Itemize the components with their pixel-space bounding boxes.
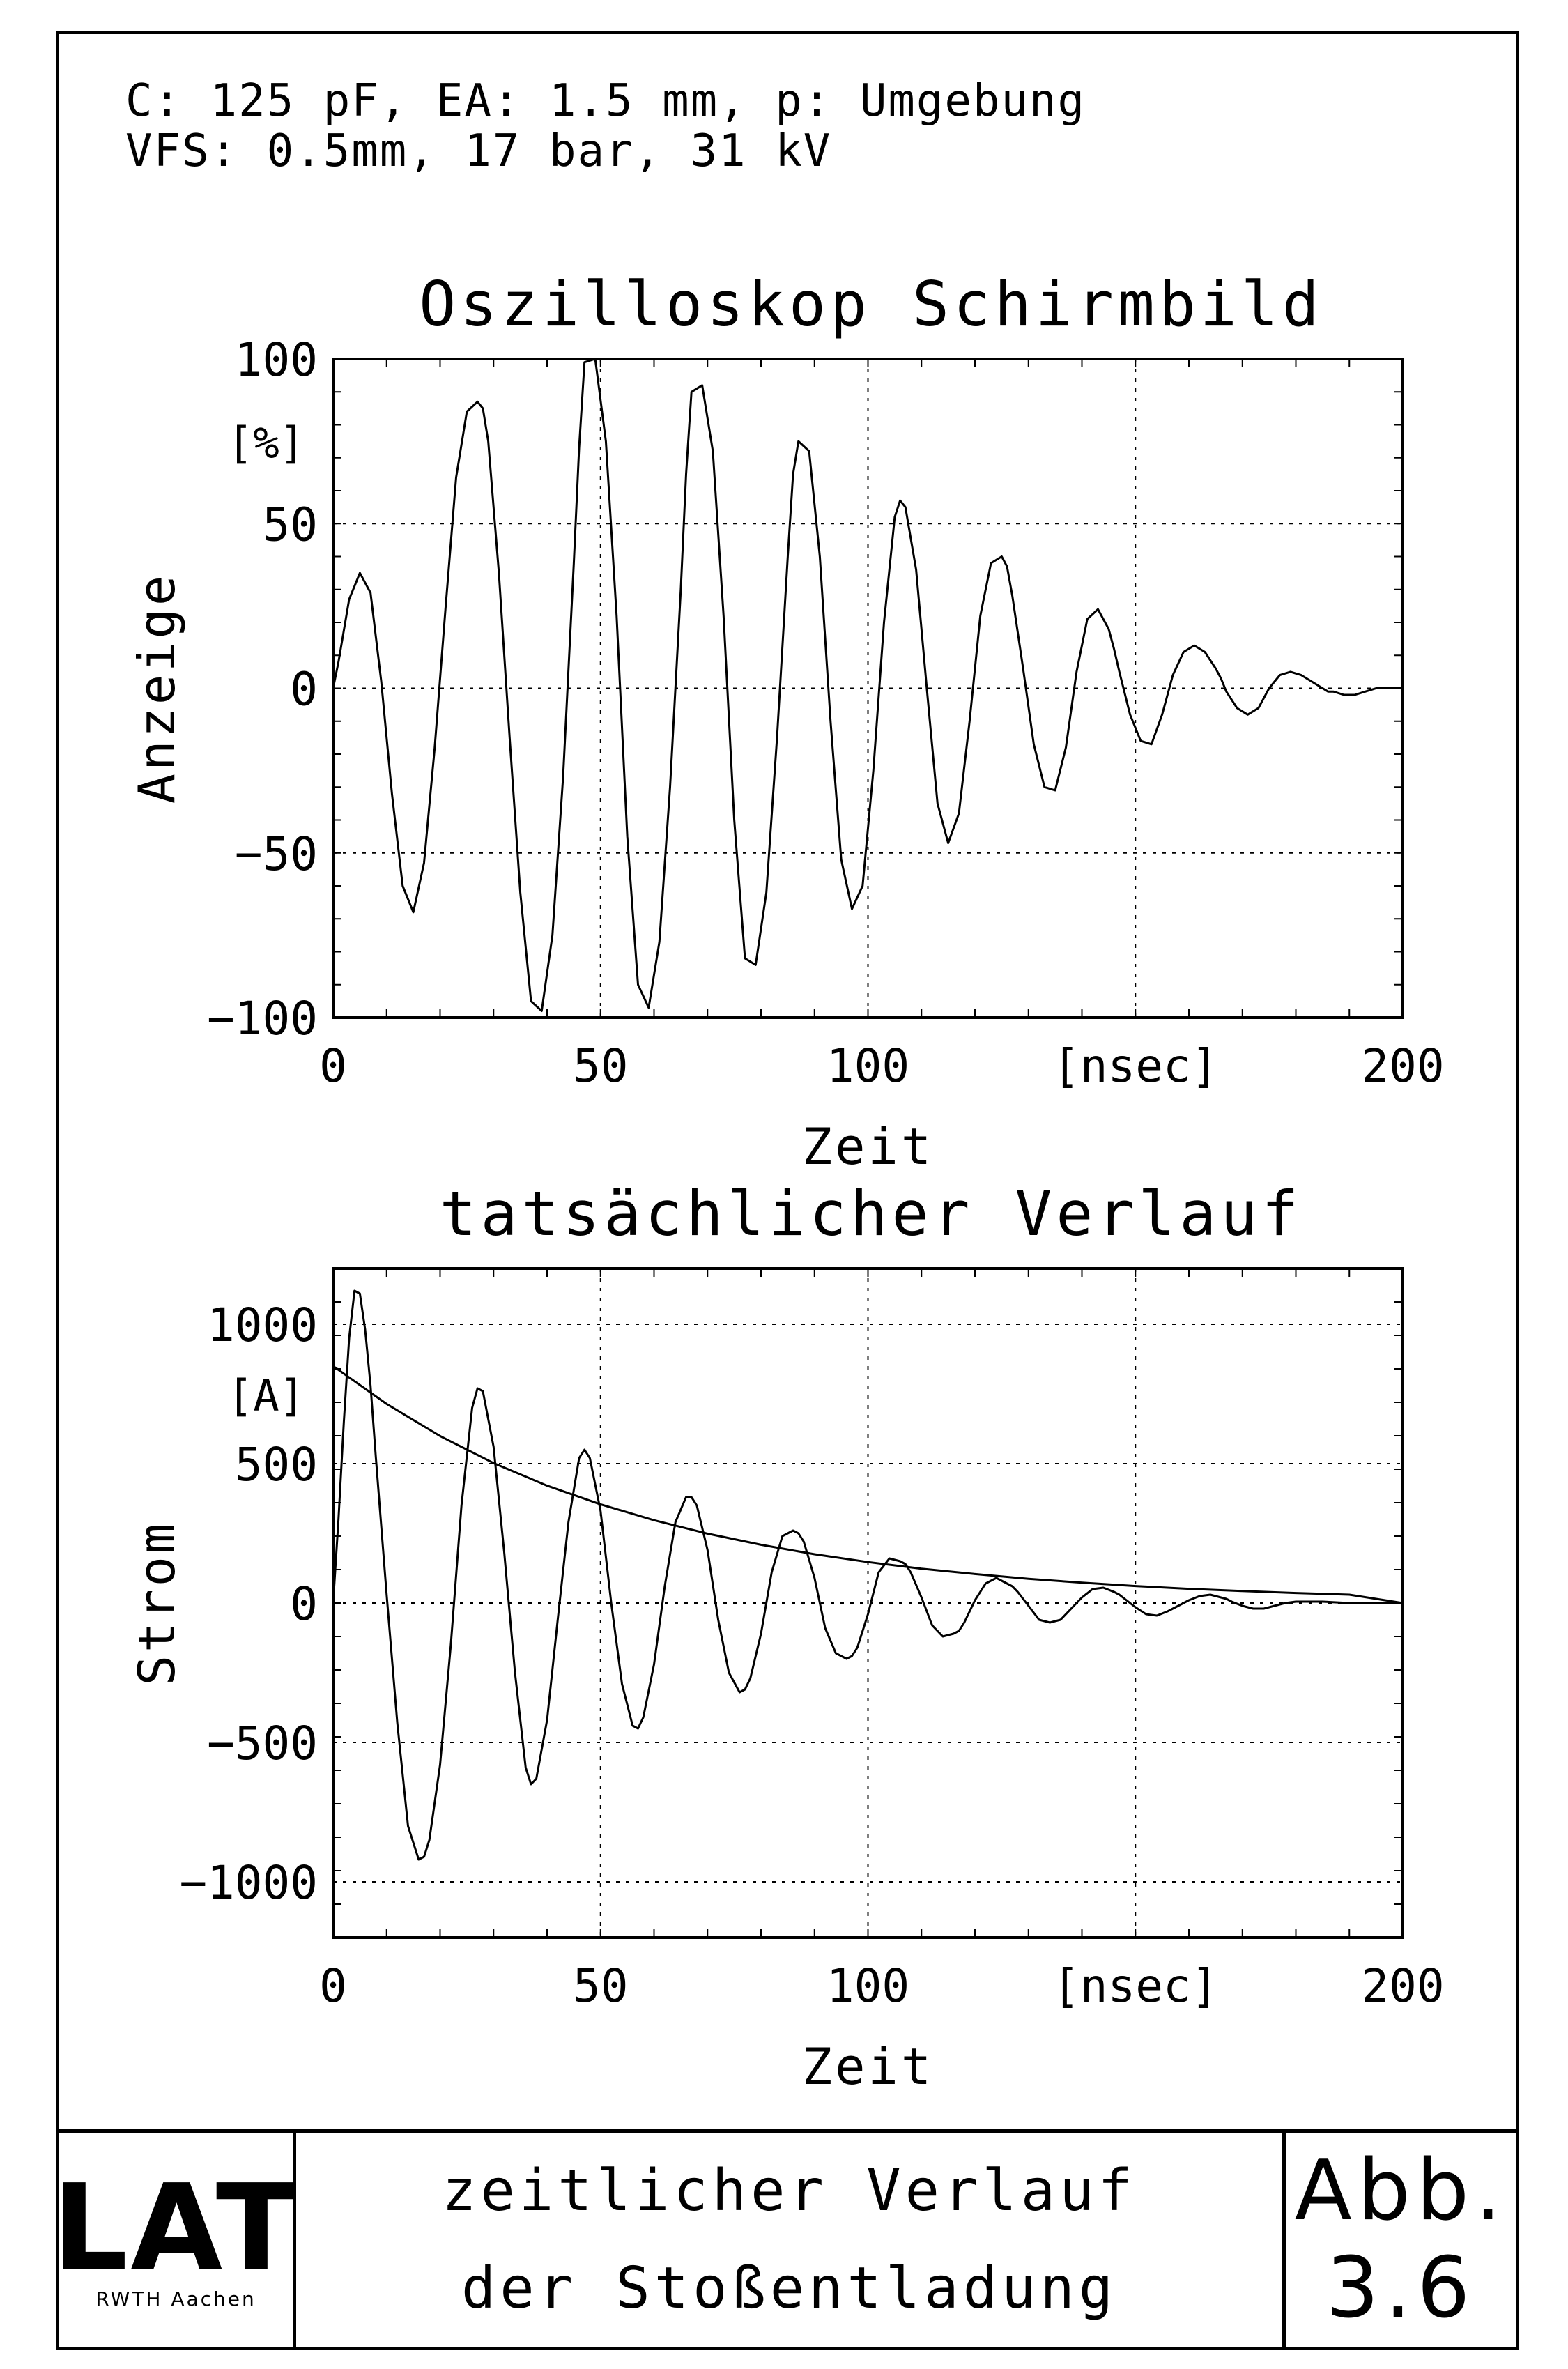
current-chart: 0 50 100 [nsec] 200 −1000 −500 0 500 1000 [A] Zeit S… <box>128 1267 1445 2091</box>
parameter-line-2: VFS: 0.5mm, 17 bar, 31 kV <box>125 125 832 177</box>
top-y-unit: [%] <box>227 417 305 468</box>
top-xtick-label-0: 0 <box>319 1039 347 1093</box>
top-xtick-label-1: 50 <box>573 1039 628 1093</box>
top-ytick-label-3: 50 <box>263 498 318 551</box>
bottom-xtick-label-1: 50 <box>573 1959 628 2013</box>
footer-bar <box>56 2129 1519 2350</box>
bottom-ytick-label-3: 500 <box>235 1438 318 1492</box>
figure-label: Abb. <box>1294 2142 1507 2239</box>
bottom-series-line-1 <box>332 1365 1404 1604</box>
top-xtick-label-4: 200 <box>1361 1039 1444 1093</box>
top-series-line-0 <box>332 358 1403 1012</box>
bottom-y-unit: [A] <box>227 1370 305 1421</box>
top-xtick-label-3: [nsec] <box>1052 1039 1218 1093</box>
bottom-y-axis-label: Strom <box>128 1521 186 1686</box>
top-ytick-label-2: 0 <box>290 663 318 716</box>
top-x-axis-label: Zeit <box>802 1117 934 1176</box>
bottom-series-line-0 <box>332 1289 1403 1861</box>
top-xtick-label-2: 100 <box>827 1039 909 1093</box>
bottom-ytick-label-1: −500 <box>207 1717 318 1770</box>
figure-number-box: Abb. 3.6 <box>1286 2133 1516 2347</box>
top-ytick-label-4: 100 <box>235 333 318 387</box>
bottom-ytick-label-0: −1000 <box>179 1856 318 1910</box>
parameter-line-1: C: 125 pF, EA: 1.5 mm, p: Umgebung <box>125 75 1086 127</box>
bottom-xtick-label-3: [nsec] <box>1052 1959 1218 2013</box>
top-y-axis-label: Anzeige <box>128 573 186 804</box>
top-ytick-label-0: −100 <box>207 992 318 1045</box>
bottom-ytick-label-4: 1000 <box>207 1298 318 1352</box>
top-plot-title: Oszilloskop Schirmbild <box>419 268 1323 340</box>
logo-subtitle: RWTH Aachen <box>95 2287 256 2310</box>
top-ytick-label-1: −50 <box>235 827 318 881</box>
bottom-xtick-label-2: 100 <box>827 1959 909 2013</box>
outer-border <box>56 31 1519 2350</box>
bottom-ytick-label-2: 0 <box>290 1577 318 1631</box>
bottom-xtick-label-0: 0 <box>319 1959 347 2013</box>
oscilloscope-chart: 0 50 100 [nsec] 200 −100 −50 0 50 100 [%] Zeit Anzei… <box>128 333 1445 1176</box>
caption-line-2: der Stoßentladung <box>461 2255 1118 2322</box>
figure-caption: zeitlicher Verlauf der Stoßentladung <box>296 2133 1286 2347</box>
bottom-x-axis-label: Zeit <box>802 2037 934 2091</box>
bottom-plot-title: tatsächlicher Verlauf <box>439 1178 1303 1250</box>
caption-line-1: zeitlicher Verlauf <box>442 2157 1137 2224</box>
figure-number: 3.6 <box>1325 2239 1476 2337</box>
logo-text: LAT <box>52 2159 300 2297</box>
bottom-xtick-label-4: 200 <box>1361 1959 1444 2013</box>
lat-logo: LAT RWTH Aachen <box>52 2133 297 2347</box>
